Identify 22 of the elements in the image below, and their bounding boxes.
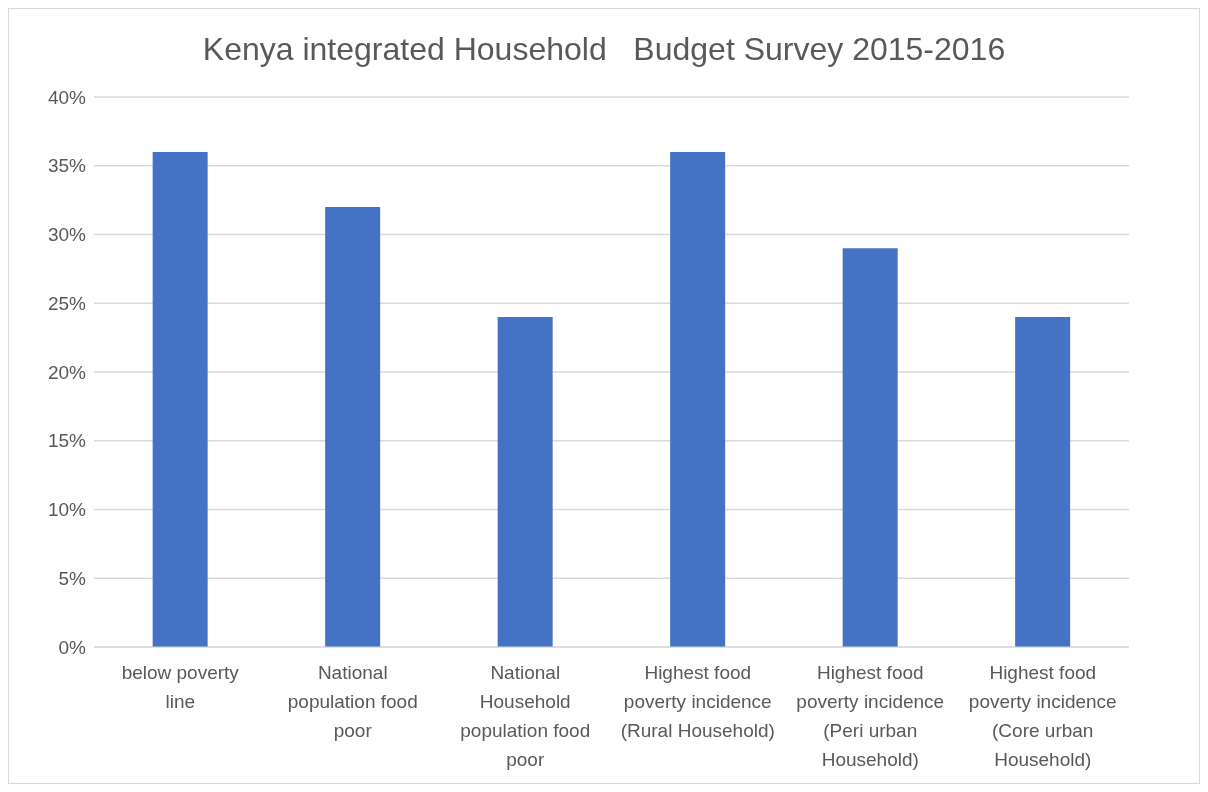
bar [497, 317, 553, 647]
x-tick-label: National population food poor [287, 662, 418, 741]
x-tick-label: Highest food poverty incidence (Core urban Household) [968, 662, 1117, 770]
x-tick-label: National Household population food poor [460, 662, 591, 770]
y-tick-label: 40% [47, 86, 87, 108]
y-tick-label: 25% [47, 292, 87, 314]
y-tick-label: 30% [47, 224, 87, 246]
y-tick-label: 5% [58, 567, 87, 589]
bar [325, 207, 381, 647]
chart-title: Kenya integrated Household Budget Survey 2015-2016 [201, 30, 1007, 69]
y-tick-label: 0% [58, 636, 87, 658]
x-tick-label: Highest food poverty incidence (Peri urban Household) [796, 662, 945, 770]
bar [670, 152, 726, 647]
y-tick-label: 10% [47, 499, 87, 521]
bar [152, 152, 208, 647]
y-tick-label: 35% [47, 155, 87, 177]
y-tick-label: 15% [47, 430, 87, 452]
x-tick-label: below poverty line [121, 662, 240, 712]
bar [1015, 317, 1071, 647]
y-tick-label: 20% [47, 361, 87, 383]
bar [842, 248, 898, 647]
x-tick-label: Highest food poverty incidence (Rural Household) [620, 662, 775, 741]
